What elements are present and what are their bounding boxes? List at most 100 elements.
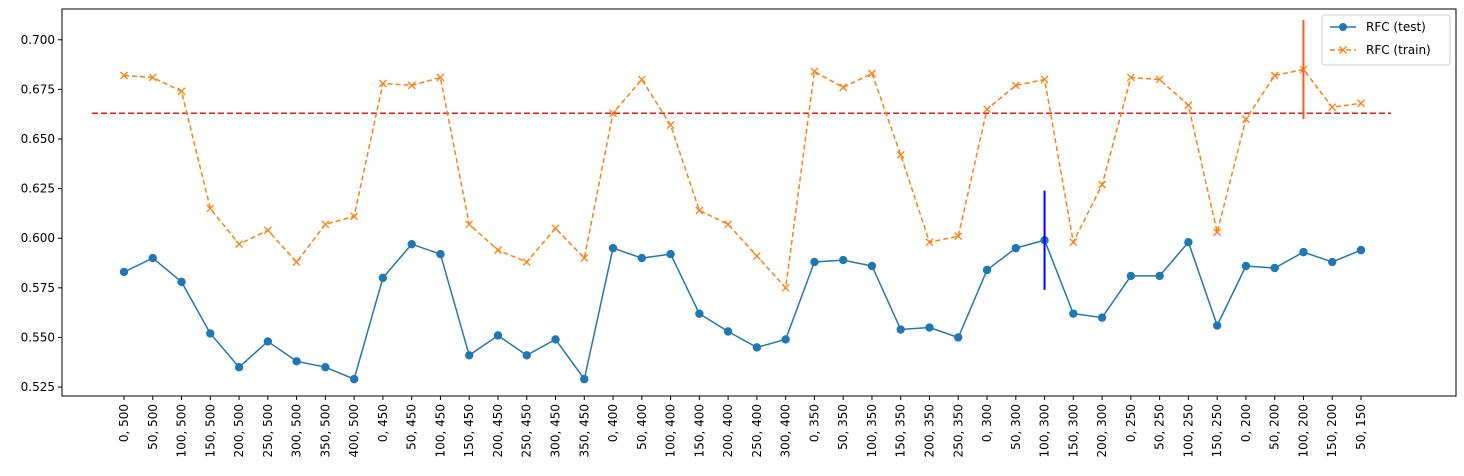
x-tick-label: 0, 450 [376,404,390,442]
legend-marker-train [1339,46,1347,54]
x-tick-label: 100, 450 [433,404,447,457]
x-tick-label: 50, 400 [635,404,649,450]
x-tick-label: 50, 250 [1153,404,1167,450]
data-point-test [1299,247,1308,257]
data-point-train [436,73,445,82]
data-point-train [407,81,416,90]
x-tick-label: 50, 300 [1009,404,1023,450]
data-point-test [867,261,877,271]
data-point-train [954,232,963,241]
x-tick-label: 150, 500 [203,404,217,457]
x-tick-label: 150, 350 [894,404,908,457]
data-point-train [724,220,733,229]
x-tick-label: 200, 450 [491,404,505,457]
legend-label-train: RFC (train) [1366,43,1431,57]
data-point-test [465,351,474,360]
x-tick-label: 50, 200 [1268,404,1282,450]
data-point-train [120,71,128,80]
data-point-train [494,246,502,255]
data-point-test [1011,243,1020,253]
x-tick-label: 50, 150 [1354,404,1368,450]
x-tick-label: 50, 500 [146,404,160,450]
y-tick-label: 0.525 [21,380,55,394]
data-point-test [838,255,848,265]
x-tick-label: 0, 350 [807,404,821,442]
x-tick-label: 0, 300 [980,404,994,442]
x-tick-label: 0, 400 [606,404,620,442]
x-tick-label: 150, 300 [1066,404,1080,457]
data-point-train [925,238,934,247]
x-tick-label: 100, 500 [175,404,189,457]
data-point-test [1270,263,1279,273]
x-tick-label: 200, 300 [1095,404,1109,457]
data-point-train [148,73,157,82]
data-point-train [983,105,991,114]
data-point-train [810,67,819,76]
x-tick-label: 300, 450 [549,404,563,457]
data-point-test [206,329,215,338]
x-tick-label: 0, 500 [117,404,131,442]
x-tick-label: 300, 400 [779,404,793,457]
data-point-train [867,69,876,78]
x-tick-label: 0, 200 [1239,404,1253,442]
data-point-train [350,212,359,221]
data-point-train [1270,71,1279,80]
x-tick-label: 250, 350 [951,404,965,457]
x-tick-label: 100, 300 [1038,404,1052,457]
data-point-test [1212,321,1222,330]
y-tick-label: 0.650 [21,132,55,146]
data-point-train [206,204,215,213]
data-point-train [1241,115,1250,124]
data-point-test [695,309,704,318]
x-tick-label: 0, 250 [1124,404,1138,442]
data-point-test [752,343,762,352]
data-point-train [1098,180,1107,189]
data-point-test [148,253,157,263]
data-point-train [292,258,301,266]
data-point-train [177,87,186,96]
series-line-train [123,68,1362,290]
data-point-train [666,121,675,130]
x-tick-label: 100, 400 [664,404,678,457]
data-point-train [1213,228,1222,237]
data-point-test [1126,271,1136,281]
x-tick-label: 200, 350 [922,404,936,457]
data-point-test [436,249,445,259]
data-point-test [1069,309,1078,318]
y-tick-label: 0.675 [21,82,55,96]
x-tick-label: 50, 350 [836,404,850,450]
legend-label-test: RFC (test) [1366,20,1426,34]
data-point-test [234,363,244,372]
data-point-test [378,273,388,283]
x-tick-label: 350, 450 [577,404,591,457]
x-tick-label: 150, 450 [462,404,476,457]
x-tick-label: 150, 200 [1325,404,1339,457]
data-point-train [263,226,272,235]
data-point-train [1040,75,1049,84]
error-bar-layer [1043,19,1305,290]
data-point-test [407,239,416,249]
x-tick-label: 400, 500 [347,404,361,457]
data-point-test [810,257,819,267]
y-tick-label: 0.550 [21,330,55,344]
x-tick-label: 250, 500 [261,404,275,457]
data-point-train [1155,75,1164,84]
data-point-train [465,220,474,229]
data-point-train [580,254,589,263]
series-line-test [123,239,1362,381]
x-tick-label: 250, 450 [520,404,534,457]
data-point-test [1155,271,1164,281]
data-point-train [609,109,618,118]
data-point-test [263,337,273,346]
data-point-test [608,243,618,253]
data-point-train [378,79,387,88]
x-tick-label: 250, 400 [750,404,764,457]
data-point-test [292,357,301,366]
data-point-test [119,267,129,277]
data-point-train [752,252,761,261]
data-point-test [321,363,330,372]
series-layer [119,65,1366,384]
y-tick-label: 0.575 [21,281,55,295]
y-tick-label: 0.600 [21,231,55,245]
